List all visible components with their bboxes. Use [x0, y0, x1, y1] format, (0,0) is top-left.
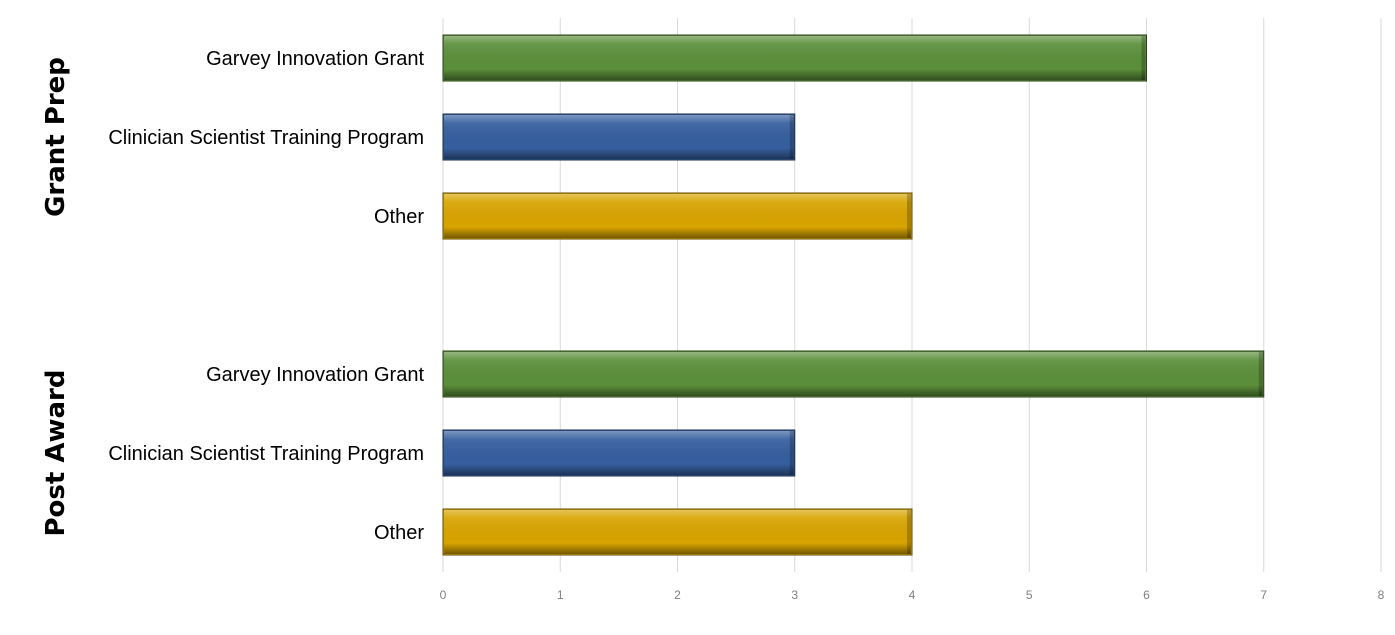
x-tick-label: 8: [1378, 588, 1385, 602]
x-tick-label: 4: [909, 588, 916, 602]
bar-bevel: [444, 352, 1263, 396]
bar: [442, 113, 796, 161]
category-label: Garvey Innovation Grant: [206, 48, 424, 70]
bar-end-shade: [789, 115, 794, 159]
bar-bevel: [444, 194, 911, 238]
bar-end-shade: [907, 194, 911, 238]
category-labels: Garvey Innovation Grant Clinician Scienti…: [108, 48, 424, 544]
category-label: Clinician Scientist Training Program: [108, 127, 424, 149]
group-label: Post Award: [41, 370, 71, 537]
x-axis-tick-labels: 0 1 2 3 4 5 6 7 8: [440, 588, 1385, 602]
category-label: Clinician Scientist Training Program: [108, 443, 424, 465]
bar: [442, 34, 1147, 82]
bar-end-shade: [1141, 36, 1146, 80]
x-tick-label: 5: [1026, 588, 1033, 602]
x-tick-label: 2: [674, 588, 681, 602]
bar-bevel: [444, 115, 794, 159]
bars: [442, 34, 1265, 556]
bar: [442, 192, 913, 240]
x-tick-label: 3: [791, 588, 798, 602]
bar-end-shade: [789, 431, 794, 475]
category-label: Other: [374, 522, 424, 544]
category-label: Garvey Innovation Grant: [206, 364, 424, 386]
bar-bevel: [444, 431, 794, 475]
bar-end-shade: [907, 510, 911, 554]
x-tick-label: 7: [1260, 588, 1267, 602]
bar: [442, 350, 1265, 398]
group-label: Grant Prep: [41, 57, 71, 217]
group-labels: Grant Prep Post Award: [41, 57, 71, 536]
bar: [442, 508, 913, 556]
bar-bevel: [444, 510, 911, 554]
x-tick-label: 0: [440, 588, 447, 602]
category-label: Other: [374, 206, 424, 228]
bar-end-shade: [1258, 352, 1263, 396]
bar-bevel: [444, 36, 1146, 80]
bar: [442, 429, 796, 477]
x-tick-label: 6: [1143, 588, 1150, 602]
gridlines: [442, 18, 1382, 572]
x-tick-label: 1: [557, 588, 564, 602]
